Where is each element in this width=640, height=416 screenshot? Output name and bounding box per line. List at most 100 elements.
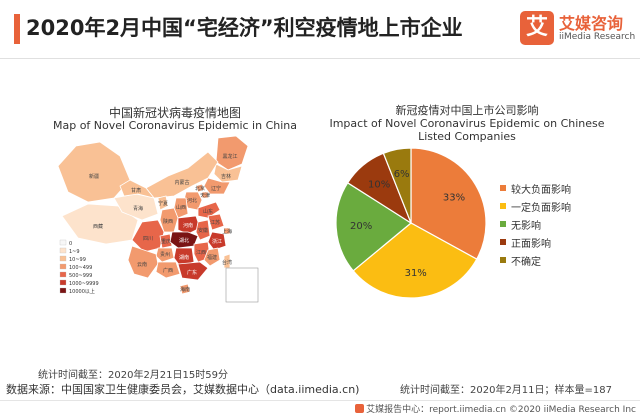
map-region: 安徽 <box>195 219 211 241</box>
map-region: 广东 <box>177 261 209 281</box>
map-region-label: 青海 <box>133 205 143 212</box>
map-region-label: 河南 <box>183 222 193 229</box>
pie-slice-label: 10% <box>368 179 390 190</box>
map-region-shape <box>159 233 173 249</box>
map-region-label: 重庆 <box>161 238 171 245</box>
map-region-shape <box>177 261 209 281</box>
map-region-label: 海南 <box>180 286 190 293</box>
map-region-label: 辽宁 <box>211 185 221 192</box>
title-divider <box>0 58 640 59</box>
map-legend-label: 500~999 <box>69 273 92 279</box>
map-region-label: 四川 <box>143 236 153 242</box>
map-region: 黑龙江 <box>215 136 249 171</box>
map-region: 山西 <box>173 197 189 219</box>
map-region-label: 西藏 <box>93 223 103 230</box>
map-region-label: 新疆 <box>89 173 99 180</box>
pie-time-note: 统计时间截至：2020年2月11日；样本量=187 <box>400 385 613 396</box>
map-region-label: 山东 <box>203 208 213 215</box>
map-region-shape <box>157 195 169 211</box>
map-region-label: 贵州 <box>160 251 170 258</box>
map-region-label: 福建 <box>207 254 217 261</box>
map-region-shape <box>215 136 249 171</box>
footer-divider <box>0 400 640 401</box>
pie-slice <box>410 148 486 260</box>
pie-legend-swatch <box>500 185 506 191</box>
map-region-label: 天津 <box>200 192 210 199</box>
map-region-label: 北京 <box>195 185 205 192</box>
map-region-shape <box>58 141 131 203</box>
map-region: 辽宁 <box>203 177 231 195</box>
title-bar: 2020年2月中国“宅经济”利空疫情地上市企业 艾 艾媒咨询 iiMedia R… <box>0 0 640 58</box>
map-region: 云南 <box>127 245 159 279</box>
map-region-label: 湖南 <box>179 254 189 261</box>
map-region-label: 陕西 <box>163 218 173 225</box>
map-region-shape <box>213 163 243 183</box>
map-region-label: 广东 <box>187 269 197 276</box>
map-region-shape <box>127 245 159 279</box>
map-region-shape <box>177 215 201 235</box>
map-region: 海南 <box>179 283 191 295</box>
pie-slice-label: 31% <box>405 268 427 279</box>
map-legend-swatch <box>59 271 67 278</box>
map-region-label: 吉林 <box>221 173 231 180</box>
iimedia-logo[interactable]: 艾 艾媒咨询 iiMedia Research <box>520 8 635 52</box>
map-legend-label: 10~99 <box>69 257 86 263</box>
pie-title-cn: 新冠疫情对中国上市公司影响 <box>395 104 539 117</box>
map-region-label: 江苏 <box>210 219 220 226</box>
map-legend-swatch <box>59 279 67 286</box>
map-region: 吉林 <box>213 163 243 183</box>
map-legend-swatch <box>59 263 67 270</box>
map-title-cn: 中国新冠状病毒疫情地图 <box>108 106 241 120</box>
map-legend-label: 1000~9999 <box>69 281 99 287</box>
map-legend-label: 1~9 <box>69 249 80 255</box>
map-region-shape <box>207 231 227 251</box>
map-region: 重庆 <box>159 233 173 249</box>
map-region: 台湾 <box>222 253 232 269</box>
map-region-shape <box>173 197 189 219</box>
map-legend-swatch <box>59 255 67 262</box>
pie-legend-swatch <box>500 221 506 227</box>
logo-name-cn: 艾媒咨询 <box>559 14 624 33</box>
map-region-label: 宁夏 <box>158 200 168 207</box>
map-region-label: 浙江 <box>212 238 222 245</box>
map-region: 江苏 <box>207 213 225 231</box>
footer: 艾媒报告中心：report.iimedia.cn ©2020 iiMedia R… <box>355 402 636 415</box>
page-title: 2020年2月中国“宅经济”利空疫情地上市企业 <box>26 16 463 40</box>
map-region-label: 上海 <box>222 228 232 235</box>
pie-slice <box>352 222 478 298</box>
pie-legend-swatch <box>500 239 506 245</box>
report-center-icon <box>355 404 365 413</box>
map-legend-swatch <box>59 239 67 246</box>
map-region-shape <box>203 247 221 267</box>
map-region: 新疆 <box>58 141 131 203</box>
pie-title-en: Impact of Novel Coronavirus Epidemic on … <box>329 117 605 143</box>
pie-slice-label: 6% <box>394 169 410 180</box>
footer-text: 艾媒报告中心：report.iimedia.cn ©2020 iiMedia R… <box>366 405 636 415</box>
pie-legend-label: 无影响 <box>511 221 541 232</box>
map-region-shape <box>203 177 231 195</box>
map-region-shape <box>197 201 221 219</box>
map-region-shape <box>145 151 219 199</box>
map-region: 浙江 <box>207 231 227 251</box>
map-legend-swatch <box>59 247 67 254</box>
map-region: 上海 <box>222 227 232 235</box>
map-region: 贵州 <box>155 247 175 263</box>
map-region-label: 黑龙江 <box>222 153 237 160</box>
map-region-label: 甘肃 <box>131 187 141 194</box>
map-legend-swatch <box>59 287 67 294</box>
map-region-shape <box>223 227 231 235</box>
map-legend-label: 0 <box>69 241 72 247</box>
pie-slice-label: 20% <box>350 221 372 232</box>
title-accent-bar <box>14 14 20 44</box>
impact-pie-chart: 33% 31% 20% 10% 6% <box>336 148 486 298</box>
map-region-shape <box>179 283 191 295</box>
map-legend-label: 100~499 <box>69 265 92 271</box>
map-region: 山东 <box>197 201 221 219</box>
logo-mark-icon: 艾 <box>520 11 554 45</box>
pie-legend-label: 不确定 <box>511 257 541 268</box>
map-region-label: 广西 <box>163 267 173 274</box>
map-region: 北京 <box>195 183 205 193</box>
pie-slice <box>336 181 413 272</box>
